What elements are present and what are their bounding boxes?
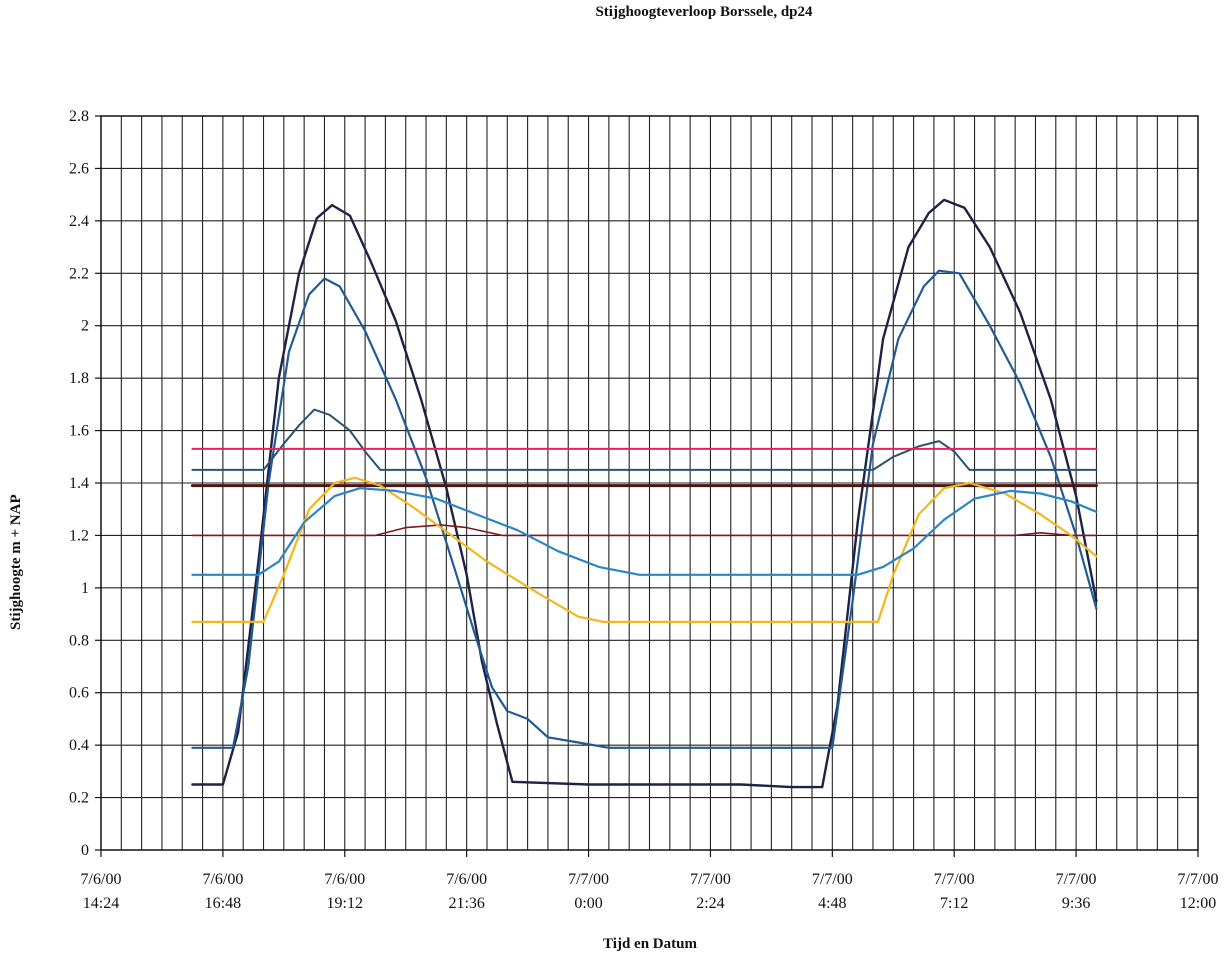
series-line-3 [191,408,1098,471]
y-tick-label: 2.8 [69,108,89,125]
series-line-8 [191,487,1098,576]
x-tick-date: 7/6/00 [202,871,243,888]
x-tick-time: 16:48 [205,895,241,912]
x-tick-labels: 7/6/00 14:24 7/6/00 16:48 7/6/00 19:12 7/6/00 2… [81,850,1219,912]
y-tick-label: 0 [81,842,89,859]
y-axis-label: Stijghoogte m + NAP [8,494,24,630]
y-tick-label: 0.8 [69,632,89,649]
x-tick-date: 7/7/00 [690,871,731,888]
x-tick-time: 12:00 [1180,895,1216,912]
y-tick-label: 1.2 [69,527,89,544]
x-tick-date: 7/7/00 [1056,871,1097,888]
y-tick-label: 0.4 [69,737,89,754]
x-tick-time: 9:36 [1062,895,1090,912]
y-tick-label: 2 [81,318,89,335]
series-lines [190,198,1098,789]
series-line-1 [191,198,1098,789]
x-tick-time: 21:36 [448,895,484,912]
y-tick-label: 2.4 [69,213,89,230]
x-tick-time: 4:48 [818,895,846,912]
y-tick-label: 1.8 [69,370,89,387]
y-tick-label: 1.6 [69,423,89,440]
x-tick-date: 7/7/00 [1178,871,1219,888]
series-line-6 [191,524,1098,537]
x-tick-date: 7/6/00 [324,871,365,888]
y-tick-labels: 0 0.2 0.4 0.6 0.8 1 1.2 1.4 1.6 1.8 2 2.2 2.4 2.6 2.8 [69,108,101,859]
grid-lines [101,116,1198,850]
y-tick-label: 2.2 [69,265,89,282]
x-tick-time: 19:12 [327,895,363,912]
x-tick-date: 7/6/00 [81,871,122,888]
chart-title: Stijghoogteverloop Borssele, dp24 [595,4,813,20]
x-tick-date: 7/7/00 [568,871,609,888]
x-tick-date: 7/7/00 [812,871,853,888]
x-tick-time: 2:24 [696,895,724,912]
x-tick-date: 7/7/00 [934,871,975,888]
series-line-2 [191,269,1098,749]
x-tick-time: 14:24 [83,895,119,912]
y-tick-label: 1.4 [69,475,89,492]
x-axis-label: Tijd en Datum [603,936,697,952]
x-tick-date: 7/6/00 [446,871,487,888]
series-line-7 [191,476,1098,624]
x-tick-time: 7:12 [940,895,968,912]
y-tick-label: 0.2 [69,790,89,807]
x-tick-time: 0:00 [574,895,602,912]
y-tick-label: 1 [81,580,89,597]
y-tick-label: 2.6 [69,160,89,177]
y-tick-label: 0.6 [69,685,89,702]
